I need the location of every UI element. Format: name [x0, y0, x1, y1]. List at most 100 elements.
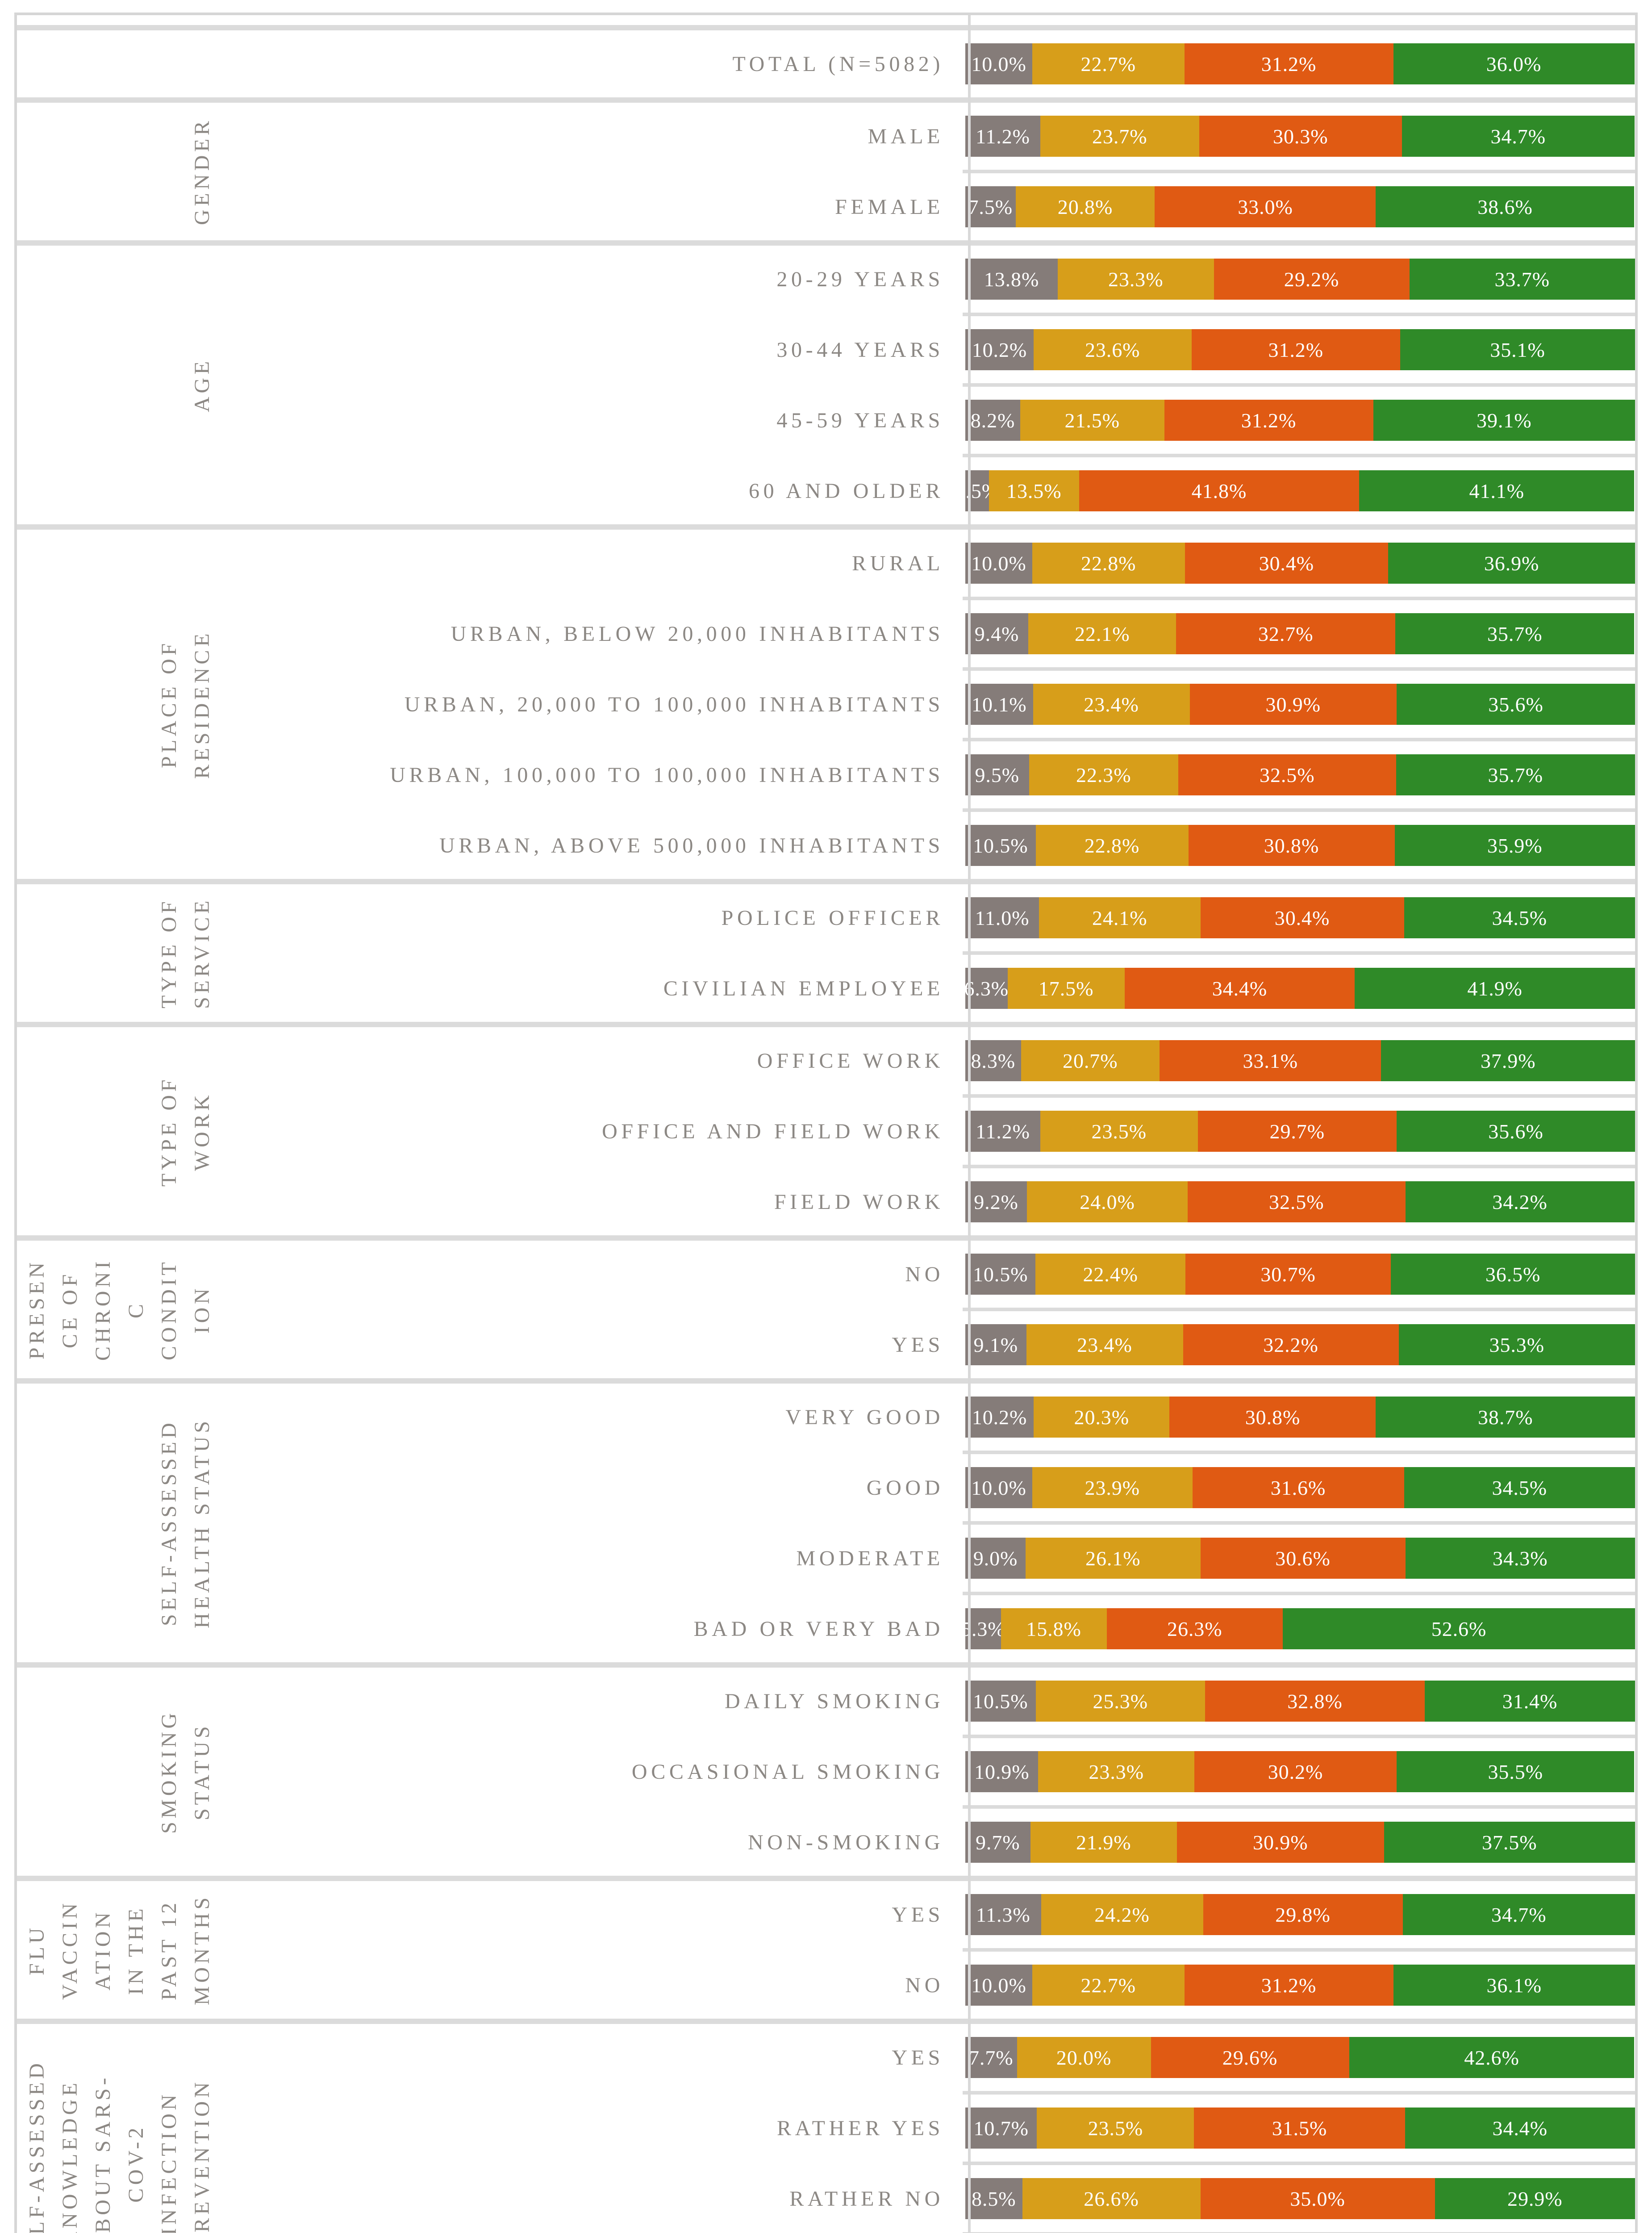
bar-segment-10-12: 23.6% — [1033, 329, 1192, 370]
category-label: NO — [905, 1973, 944, 1997]
segment-value-label: 32.2% — [1263, 1333, 1318, 1356]
category-row: FIELD WORK 9.2% 24.0% 32.5% 34.2% — [221, 1168, 1635, 1235]
row-separator — [221, 2232, 1635, 2233]
bar-segment-0-9: 9.2% — [965, 1181, 1027, 1222]
bar-segment-13-15: 41.8% — [1079, 470, 1359, 511]
group-separator — [17, 2019, 1635, 2024]
category-row: 45-59 YEARS 8.2% 21.5% 31.2% 39.1% — [221, 387, 1635, 454]
bar-segment-13-15: 29.6% — [1151, 2037, 1349, 2078]
segment-value-label: 9.0% — [973, 1547, 1018, 1570]
bar-segment-10-12: 24.1% — [1039, 897, 1201, 938]
group-label-line: TYPE OF — [157, 1076, 181, 1187]
segment-value-label: 11.0% — [975, 906, 1030, 929]
bar-segment-10-12: 26.1% — [1026, 1538, 1201, 1579]
stacked-bar: 11.2% 23.5% 29.7% 35.6% — [965, 1111, 1635, 1152]
row-separator — [221, 738, 1635, 741]
category-row: TOTAL (N=5082) 10.0% 22.7% 31.2% 36.0% — [221, 30, 1635, 97]
bar-segment-10-12: 17.5% — [1007, 968, 1125, 1009]
bar-segment-16: 35.3% — [1398, 1324, 1635, 1365]
segment-value-label: 31.2% — [1241, 409, 1297, 432]
stacked-bar: 13.8% 23.3% 29.2% 33.7% — [965, 259, 1635, 300]
bar-segment-16: 35.9% — [1394, 825, 1635, 866]
bar-segment-0-9: 5.3% — [961, 1608, 1005, 1649]
segment-value-label: 10.0% — [971, 552, 1026, 575]
bar-plot-area: 10.0% 22.7% 31.2% 36.1% — [963, 1952, 1635, 2019]
segment-value-label: 10.1% — [972, 693, 1027, 716]
category-row: YES 7.7% 20.0% 29.6% 42.6% — [221, 2024, 1635, 2091]
segment-value-label: 20.7% — [1063, 1049, 1118, 1072]
bar-plot-area: 10.0% 22.7% 31.2% 36.0% — [963, 30, 1635, 97]
group-label: GENDER — [186, 107, 219, 236]
bar-segment-0-9: 10.2% — [965, 329, 1034, 370]
segment-value-label: 10.5% — [973, 834, 1028, 857]
segment-value-label: 35.0% — [1290, 2187, 1345, 2210]
group-label-line: IN THE — [124, 1905, 148, 1995]
group-rows: YES 7.7% 20.0% 29.6% 42.6% RATHER YES 10.7% 23.… — [221, 2024, 1635, 2233]
row-separator — [221, 2162, 1635, 2165]
segment-value-label: 31.5% — [1272, 2116, 1327, 2140]
plot-top-margin — [17, 15, 1635, 25]
bar-segment-13-15: 32.5% — [1188, 1181, 1406, 1222]
bar-segment-0-9: 9.7% — [965, 1822, 1030, 1863]
segment-value-label: 30.3% — [1273, 125, 1328, 148]
segment-value-label: 23.9% — [1085, 1476, 1140, 1499]
row-separator — [221, 383, 1635, 387]
stacked-bar: 10.1% 23.4% 30.9% 35.6% — [965, 684, 1635, 725]
group-rows: RURAL 10.0% 22.8% 30.4% 36.9% URBAN, BELOW 20… — [221, 530, 1635, 879]
bar-segment-0-9: 3.5% — [955, 470, 999, 511]
bar-plot-area: 9.4% 22.1% 32.7% 35.7% — [963, 600, 1635, 667]
bar-segment-13-15: 34.4% — [1124, 968, 1355, 1009]
group-section: PRESEN CE OF CHRONI C CONDIT ION NO 10.5% 22.4% 3… — [17, 1241, 1635, 1378]
category-row: URBAN, 100,000 TO 100,000 INHABITANTS 9.5… — [221, 741, 1635, 808]
segment-value-label: 34.5% — [1492, 1476, 1547, 1499]
segment-value-label: 15.8% — [1026, 1617, 1081, 1640]
segment-value-label: 22.8% — [1084, 834, 1140, 857]
category-row: MODERATE 9.0% 26.1% 30.6% 34.3% — [221, 1525, 1635, 1592]
bar-segment-0-9: 8.5% — [965, 2178, 1022, 2219]
bar-plot-area: 8.3% 20.7% 33.1% 37.9% — [963, 1027, 1635, 1094]
group-separator — [17, 524, 1635, 530]
bar-segment-0-9: 10.5% — [965, 1681, 1036, 1722]
segment-value-label: 24.1% — [1092, 906, 1147, 929]
category-label: 60 AND OLDER — [748, 479, 944, 503]
bar-segment-13-15: 31.2% — [1184, 1965, 1393, 2006]
segment-value-label: 35.6% — [1488, 693, 1544, 716]
stacked-bar: 10.7% 23.5% 31.5% 34.4% — [965, 2108, 1635, 2149]
row-separator — [221, 1735, 1635, 1738]
stacked-bar: 7.7% 20.0% 29.6% 42.6% — [965, 2037, 1635, 2078]
segment-value-label: 35.5% — [1488, 1760, 1543, 1783]
segment-value-label: 26.6% — [1084, 2187, 1139, 2210]
category-label: OCCASIONAL SMOKING — [631, 1760, 944, 1784]
group-separator — [17, 1022, 1635, 1027]
stacked-bar: 8.5% 26.6% 35.0% 29.9% — [965, 2178, 1635, 2219]
category-label: POLICE OFFICER — [721, 906, 944, 930]
segment-value-label: 33.7% — [1494, 268, 1550, 291]
segment-value-label: 32.7% — [1258, 622, 1314, 645]
group-section: PLACE OF RESIDENCE RURAL 10.0% 22.8% 30.4% 36.… — [17, 530, 1635, 879]
bar-segment-10-12: 23.7% — [1040, 116, 1199, 157]
group-label-line: COV-2 — [124, 2124, 148, 2203]
group-label-cell: GENDER — [17, 103, 221, 240]
group-section: TOTAL (N=5082) 10.0% 22.7% 31.2% 36.0% — [17, 30, 1635, 97]
row-separator — [221, 1521, 1635, 1525]
category-row: OCCASIONAL SMOKING 10.9% 23.3% 30.2% 35.5% — [221, 1738, 1635, 1805]
row-separator — [221, 313, 1635, 316]
bar-segment-16: 35.6% — [1397, 1111, 1635, 1152]
category-row: NO 10.0% 22.7% 31.2% 36.1% — [221, 1952, 1635, 2019]
group-section: SMOKING STATUS DAILY SMOKING 10.5% 25.3% 32.8… — [17, 1668, 1635, 1876]
segment-value-label: 5.3% — [961, 1617, 1005, 1640]
group-label-line: VACCIN — [58, 1900, 82, 2000]
segment-value-label: 35.7% — [1488, 763, 1543, 786]
segment-value-label: 38.7% — [1478, 1405, 1533, 1429]
group-label-line: SERVICE — [190, 897, 214, 1009]
bar-segment-0-9: 10.0% — [965, 1467, 1032, 1508]
segment-value-label: 30.2% — [1268, 1760, 1323, 1783]
bar-segment-16: 34.4% — [1405, 2108, 1635, 2149]
stacked-bar: 8.3% 20.7% 33.1% 37.9% — [965, 1040, 1635, 1081]
stacked-bar: 7.5% 20.8% 33.0% 38.6% — [965, 186, 1635, 227]
category-row: 30-44 YEARS 10.2% 23.6% 31.2% 35.1% — [221, 316, 1635, 383]
bar-plot-area: 10.5% 22.8% 30.8% 35.9% — [963, 812, 1635, 879]
segment-value-label: 24.2% — [1094, 1903, 1150, 1926]
bar-segment-16: 35.1% — [1400, 329, 1635, 370]
stacked-bar-chart: TOTAL (N=5082) 10.0% 22.7% 31.2% 36.0% GENDER… — [14, 13, 1638, 2233]
